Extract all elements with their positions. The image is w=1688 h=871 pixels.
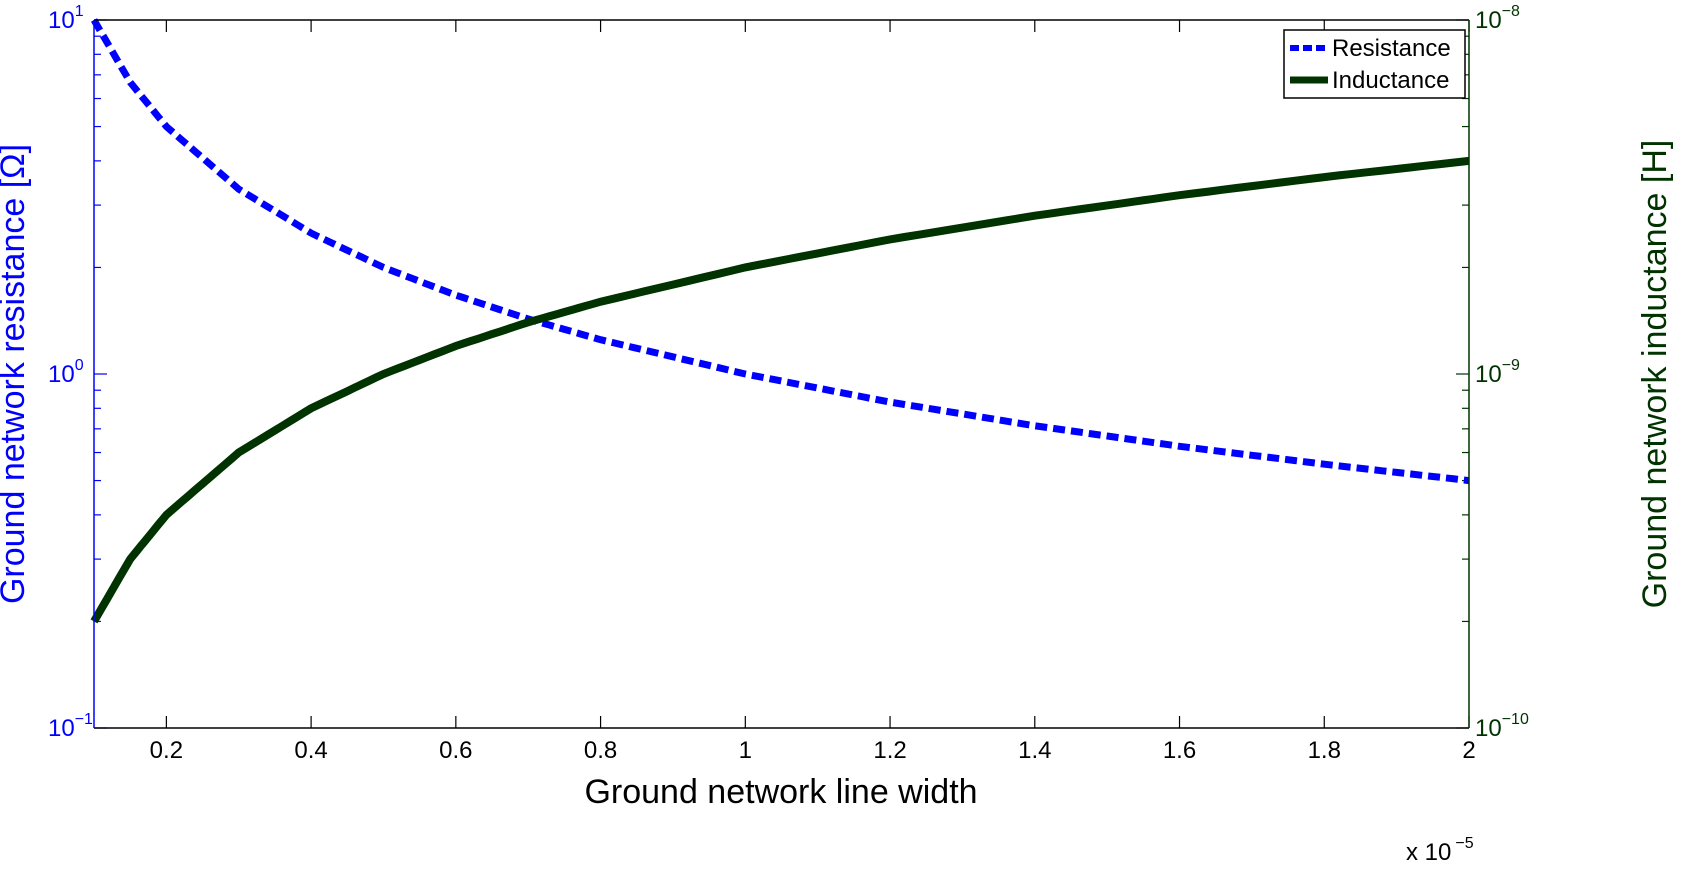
x-tick-label: 0.2	[150, 737, 183, 764]
legend-box	[1283, 29, 1466, 99]
x-tick-label: 1.6	[1163, 737, 1196, 764]
left-y-axis-label: Ground network resistance [Ω]	[0, 144, 32, 604]
plot-area	[94, 20, 1469, 728]
x-axis-multiplier: x 10 −5	[1406, 835, 1474, 866]
x-tick-label: 1.8	[1308, 737, 1341, 764]
series-line-inductance	[90, 156, 1470, 624]
x-axis-ticks: 0.2 0.4 0.6 0.8 1 1.2 1.4 1.6 1.8 2	[150, 20, 1476, 764]
x-tick-label: 1	[739, 737, 752, 764]
legend: Resistance Inductance	[1283, 29, 1466, 99]
left-y-tick-base: 10	[48, 361, 75, 388]
left-y-tick-base: 10	[48, 715, 75, 742]
right-y-tick-exponent: −8	[1502, 3, 1520, 20]
right-y-tick-base: 10	[1475, 715, 1502, 742]
x-tick-label: 2	[1462, 737, 1475, 764]
left-y-tick-base: 10	[48, 7, 75, 34]
legend-label-inductance: Inductance	[1332, 67, 1449, 94]
left-y-tick-exponent: 0	[75, 357, 84, 374]
x-multiplier-exponent: −5	[1455, 835, 1473, 852]
right-y-tick-label: 10−8	[1475, 3, 1520, 34]
x-tick-label: 0.4	[294, 737, 327, 764]
x-tick-label: 1.2	[873, 737, 906, 764]
x-tick-label: 0.6	[439, 737, 472, 764]
x-tick-label: 0.8	[584, 737, 617, 764]
left-y-tick-label: 101	[48, 3, 84, 34]
right-y-tick-exponent: −10	[1502, 711, 1529, 728]
x-axis-label: Ground network line width	[584, 773, 977, 811]
left-y-tick-label: 100	[48, 357, 84, 388]
left-y-tick-exponent: −1	[75, 711, 93, 728]
x-multiplier-base: x 10	[1406, 839, 1451, 866]
left-y-tick-exponent: 1	[75, 3, 84, 20]
right-y-tick-label: 10−10	[1475, 711, 1529, 742]
right-y-tick-exponent: −9	[1502, 357, 1520, 374]
right-y-axis-label: Ground network inductance [H]	[1636, 140, 1674, 609]
x-tick-label: 1.4	[1018, 737, 1051, 764]
right-y-tick-label: 10−9	[1475, 357, 1520, 388]
series-layer	[90, 18, 1470, 624]
right-y-tick-base: 10	[1475, 7, 1502, 34]
legend-label-resistance: Resistance	[1332, 35, 1451, 62]
left-y-tick-label: 10−1	[48, 711, 93, 742]
right-y-tick-base: 10	[1475, 361, 1502, 388]
